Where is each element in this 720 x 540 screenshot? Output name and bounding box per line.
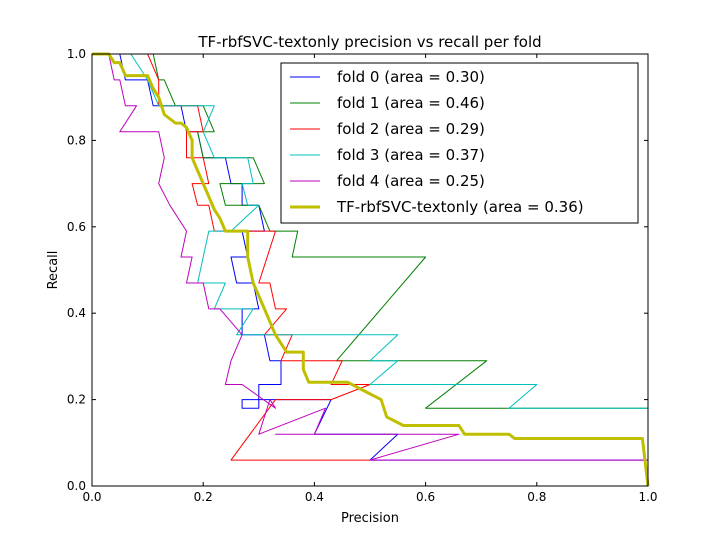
legend-label-2: fold 2 (area = 0.29) <box>337 120 485 138</box>
series-line-3 <box>130 53 648 409</box>
x-tick-label-3: 0.6 <box>416 490 435 504</box>
x-tick-label-5: 1.0 <box>638 490 657 504</box>
series-line-5 <box>92 52 650 487</box>
x-axis-title: Precision <box>341 511 399 526</box>
x-tick-label-2: 0.4 <box>305 490 324 504</box>
legend-label-0: fold 0 (area = 0.30) <box>337 68 485 86</box>
chart-title: TF-rbfSVC-textonly precision vs recall p… <box>197 33 541 51</box>
legend: fold 0 (area = 0.30) fold 1 (area = 0.46)… <box>280 62 639 224</box>
x-tick-label-1: 0.2 <box>194 490 213 504</box>
legend-label-4: fold 4 (area = 0.25) <box>337 172 485 190</box>
y-tick-label-0: 0.0 <box>67 479 86 493</box>
plot-frame <box>91 53 649 487</box>
y-axis-title: Recall <box>46 251 61 290</box>
y-tick-label-1: 0.2 <box>67 393 86 407</box>
ticks-layer: 0.0 0.2 0.4 0.6 0.8 1.0 0.0 0.2 0.4 0.6 0.8 1.0 <box>67 47 658 504</box>
y-tick-label-5: 1.0 <box>67 47 86 61</box>
series-line-4 <box>108 53 648 461</box>
legend-label-3: fold 3 (area = 0.37) <box>337 146 485 164</box>
y-tick-label-2: 0.4 <box>67 306 86 320</box>
y-tick-label-3: 0.6 <box>67 220 86 234</box>
x-tick-label-0: 0.0 <box>82 490 101 504</box>
series-layer <box>92 52 650 487</box>
x-tick-label-4: 0.8 <box>527 490 546 504</box>
legend-frame <box>280 62 639 224</box>
y-tick-label-4: 0.8 <box>67 133 86 147</box>
legend-label-1: fold 1 (area = 0.46) <box>337 94 485 112</box>
legend-label-5: TF-rbfSVC-textonly (area = 0.36) <box>336 198 584 216</box>
